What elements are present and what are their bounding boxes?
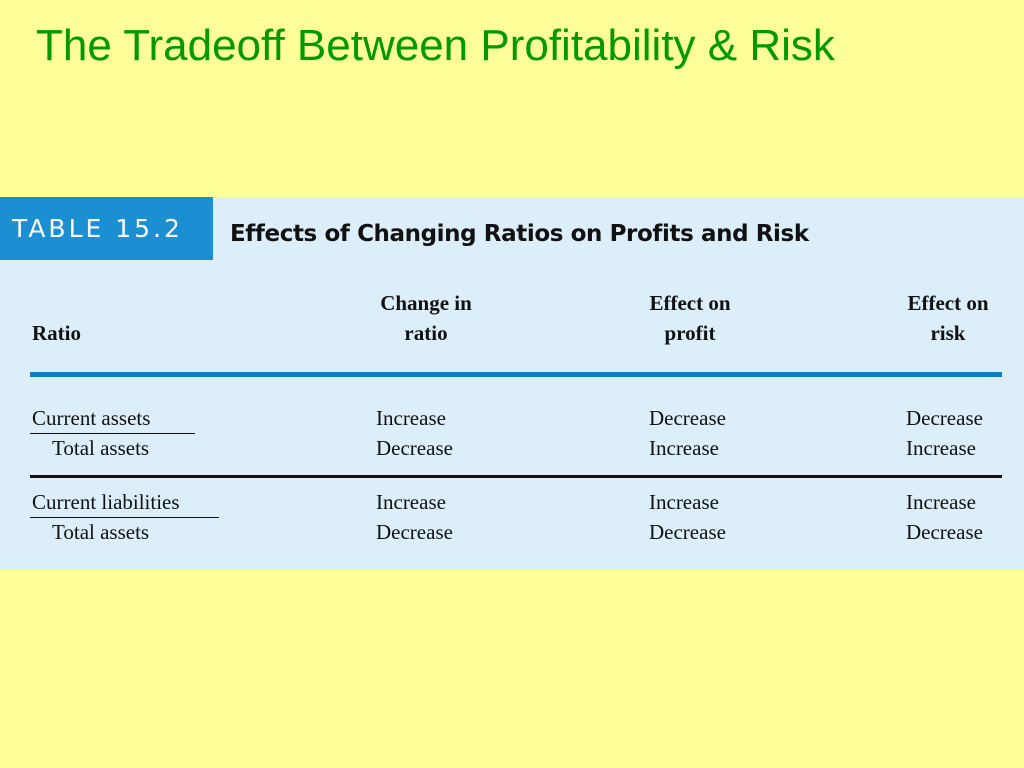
column-header-profit-line2: profit xyxy=(664,321,716,345)
column-header-risk-line1: Effect on xyxy=(907,291,989,315)
column-header-change-line2: ratio xyxy=(404,321,448,345)
row2-ratio-numerator: Current liabilities xyxy=(30,487,219,518)
row2-profit-denominator: Decrease xyxy=(649,520,726,544)
row1-profit-numerator: Decrease xyxy=(649,406,726,430)
header-divider xyxy=(30,372,1002,377)
column-header-change-line1: Change in xyxy=(380,291,472,315)
row1-profit-denominator: Increase xyxy=(649,436,719,460)
table-panel: TABLE 15.2 Effects of Changing Ratios on… xyxy=(0,197,1024,570)
row1-risk-denominator: Increase xyxy=(906,436,976,460)
column-header-profit-line1: Effect on xyxy=(649,291,731,315)
row2-change-denominator: Decrease xyxy=(376,520,453,544)
row1-change-numerator: Increase xyxy=(376,406,446,430)
table-number-tag: TABLE 15.2 xyxy=(0,197,213,260)
column-header-ratio-text: Ratio xyxy=(32,321,81,345)
row2-risk-numerator: Increase xyxy=(906,490,976,514)
column-header-risk-line2: risk xyxy=(930,321,966,345)
column-header-risk: Effect on risk xyxy=(878,288,1018,348)
slide-title: The Tradeoff Between Profitability & Ris… xyxy=(36,21,835,70)
row2-risk-denominator: Decrease xyxy=(906,520,983,544)
column-header-change: Change in ratio xyxy=(356,288,496,348)
row-divider xyxy=(30,475,1002,478)
row1-ratio-numerator: Current assets xyxy=(30,403,195,434)
row1-ratio-denominator: Total assets xyxy=(52,436,150,460)
column-header-ratio: Ratio xyxy=(32,318,81,348)
column-header-profit: Effect on profit xyxy=(620,288,760,348)
row1-risk-numerator: Decrease xyxy=(906,406,983,430)
row2-profit-numerator: Increase xyxy=(649,490,719,514)
row2-change-numerator: Increase xyxy=(376,490,446,514)
row1-change-denominator: Decrease xyxy=(376,436,453,460)
table-caption: Effects of Changing Ratios on Profits an… xyxy=(230,221,809,247)
row2-ratio-denominator: Total assets xyxy=(52,520,150,544)
